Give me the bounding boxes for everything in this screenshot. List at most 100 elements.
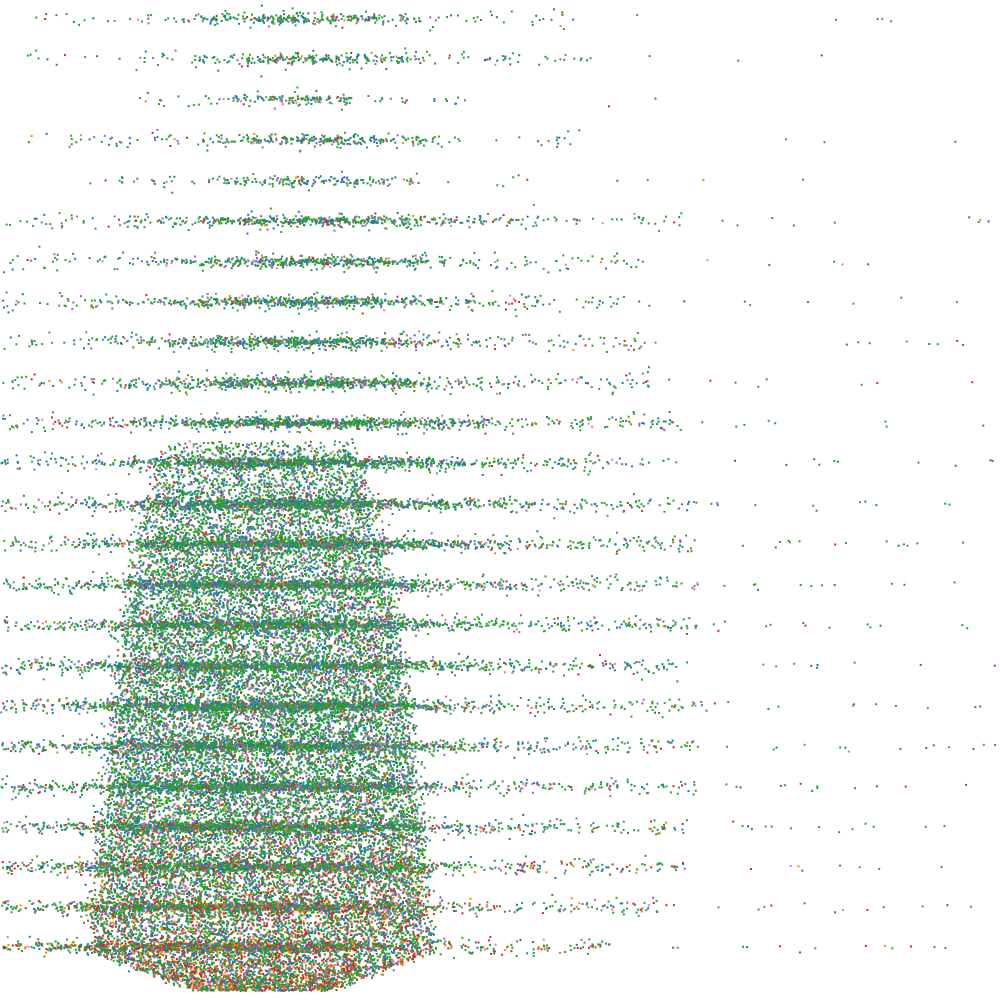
data-point [360, 179, 362, 181]
data-point [274, 108, 276, 110]
data-point [183, 18, 185, 20]
data-point [231, 141, 233, 143]
data-point [423, 60, 425, 62]
data-point [251, 14, 253, 16]
data-point [203, 140, 205, 142]
data-point [578, 129, 580, 131]
data-point [191, 62, 193, 64]
data-point [243, 94, 245, 96]
data-point [320, 138, 322, 140]
data-point [382, 22, 384, 24]
data-point [157, 136, 159, 138]
data-point [84, 19, 86, 21]
data-point [314, 17, 316, 19]
data-point [137, 19, 139, 21]
data-point [295, 24, 297, 26]
data-point [297, 139, 299, 141]
data-point [373, 135, 375, 137]
data-point [438, 17, 440, 19]
data-point [573, 58, 575, 60]
data-point [381, 97, 383, 99]
data-point [370, 17, 372, 19]
data-point [311, 185, 313, 187]
data-point [241, 65, 243, 67]
data-point [354, 140, 356, 142]
data-point [271, 133, 273, 135]
data-point [396, 147, 398, 149]
data-point [200, 15, 202, 17]
data-point [343, 61, 345, 63]
data-point [349, 102, 351, 104]
data-point [252, 173, 254, 175]
data-point [252, 58, 254, 60]
data-point [231, 55, 233, 57]
data-point [293, 14, 295, 16]
data-point [377, 145, 379, 147]
data-point [272, 141, 274, 143]
data-point [457, 15, 459, 17]
data-point [291, 62, 293, 64]
data-point [305, 60, 307, 62]
data-point [282, 184, 284, 186]
data-point [518, 136, 520, 138]
data-point [217, 141, 219, 143]
data-point [357, 17, 359, 19]
data-point [73, 21, 75, 23]
data-point [329, 102, 331, 104]
data-point [285, 140, 287, 142]
data-point [147, 92, 149, 94]
data-point [333, 16, 335, 18]
data-point [312, 97, 314, 99]
data-point [248, 57, 250, 59]
data-point [509, 58, 511, 60]
data-point [314, 146, 316, 148]
data-point [205, 95, 207, 97]
data-point [272, 96, 274, 98]
data-point [356, 22, 358, 24]
data-point [550, 19, 552, 21]
data-point [157, 64, 159, 66]
data-point [263, 14, 265, 16]
data-point [565, 54, 567, 56]
data-point [381, 178, 383, 180]
data-point [234, 141, 236, 143]
data-point [237, 59, 239, 61]
data-point [502, 55, 504, 57]
data-point [336, 97, 338, 99]
data-point [402, 142, 404, 144]
data-point [269, 176, 271, 178]
data-point [282, 182, 284, 184]
data-point [154, 183, 156, 185]
data-point [370, 184, 372, 186]
data-point [244, 18, 246, 20]
data-point [890, 20, 892, 22]
data-point [203, 62, 205, 64]
data-point [193, 182, 195, 184]
data-point [175, 21, 177, 23]
data-point [326, 99, 328, 101]
data-point [461, 53, 463, 55]
data-point [259, 142, 261, 144]
data-point [349, 62, 351, 64]
data-point [548, 140, 550, 142]
data-point [316, 90, 318, 92]
data-point [237, 100, 239, 102]
data-point [105, 180, 107, 182]
data-point [384, 59, 386, 61]
data-point [133, 181, 135, 183]
data-point [406, 60, 408, 62]
data-point [347, 185, 349, 187]
data-point [289, 100, 291, 102]
data-point [116, 143, 118, 145]
data-point [292, 138, 294, 140]
data-point [251, 62, 253, 64]
data-point [291, 143, 293, 145]
data-point [372, 179, 374, 181]
data-point [366, 59, 368, 61]
data-point [256, 135, 258, 137]
data-point [259, 61, 261, 63]
data-point [336, 146, 338, 148]
data-point [282, 56, 284, 58]
data-point [163, 186, 165, 188]
data-point [486, 59, 488, 61]
